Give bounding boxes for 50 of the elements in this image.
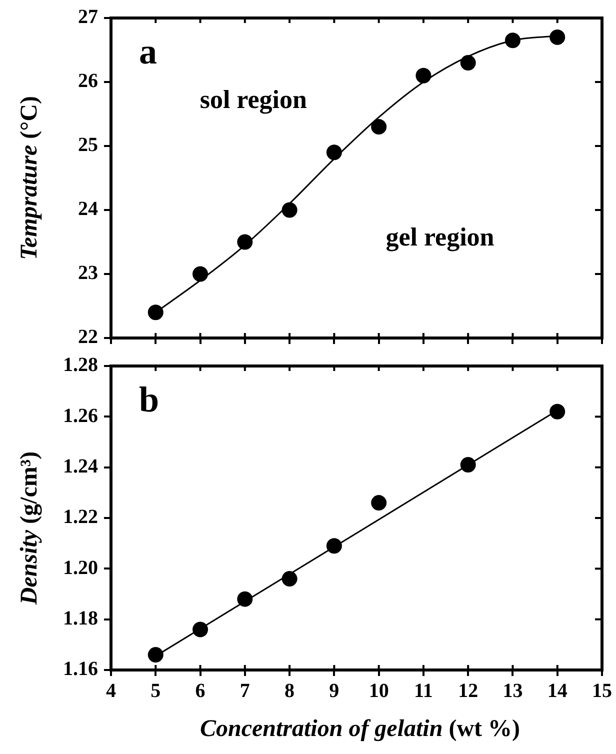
point <box>192 622 208 638</box>
point <box>237 234 253 250</box>
point <box>237 591 253 607</box>
point <box>504 32 520 48</box>
y-tick-label: 1.20 <box>63 556 98 579</box>
point <box>460 55 476 71</box>
annotation: sol region <box>200 84 308 114</box>
y-tick-label: 23 <box>78 262 98 284</box>
point <box>416 68 432 84</box>
y-tick-label: 1.28 <box>63 354 98 376</box>
y-tick-label: 27 <box>78 6 98 28</box>
x-tick-label: 4 <box>106 680 116 702</box>
y-tick-label: 1.26 <box>63 404 98 427</box>
point <box>282 202 298 218</box>
x-tick-label: 9 <box>329 680 340 702</box>
point <box>371 495 387 511</box>
y-tick-label: 1.22 <box>63 506 98 528</box>
chart-title: a <box>139 31 157 72</box>
y-tick-label: 1.16 <box>63 658 98 680</box>
x-tick-label: 8 <box>284 680 295 702</box>
y-tick-label: 26 <box>78 70 98 92</box>
y-tick-label: 1.18 <box>63 608 98 630</box>
x-axis-title: Concentration of gelatin (wt %) <box>200 716 520 742</box>
x-tick-label: 6 <box>195 680 206 702</box>
point <box>460 457 476 473</box>
x-tick-label: 5 <box>150 680 161 702</box>
point <box>148 304 164 320</box>
y-axis-title: Temprature (°C) <box>16 96 42 260</box>
x-tick-label: 10 <box>368 680 389 702</box>
point <box>326 538 342 554</box>
point <box>550 404 566 420</box>
y-tick-label: 25 <box>78 134 98 156</box>
point <box>282 571 298 587</box>
y-tick-label: 1.24 <box>63 456 98 478</box>
x-tick-label: 11 <box>414 680 433 702</box>
chart-title: b <box>139 379 160 420</box>
annotation: gel region <box>386 222 495 252</box>
y-axis-title: Density (g/cm³) <box>16 451 42 605</box>
point <box>550 29 566 45</box>
y-tick-label: 22 <box>78 326 98 348</box>
x-tick-label: 7 <box>240 680 250 702</box>
x-tick-label: 13 <box>502 680 523 702</box>
point <box>192 266 208 282</box>
point <box>326 144 342 160</box>
y-tick-label: 24 <box>78 198 98 220</box>
point <box>371 119 387 135</box>
x-tick-label: 15 <box>592 680 612 702</box>
point <box>148 647 164 663</box>
x-tick-label: 12 <box>458 680 478 702</box>
x-tick-label: 14 <box>547 680 568 702</box>
